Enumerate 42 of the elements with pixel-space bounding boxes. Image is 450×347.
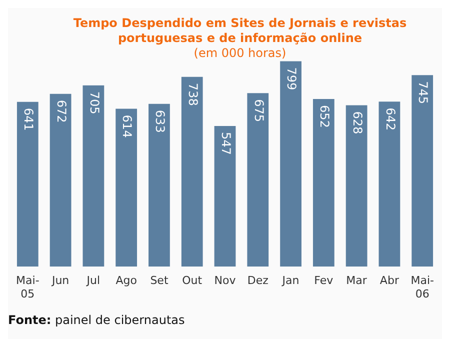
bar	[247, 93, 269, 267]
data-label: 799	[284, 67, 299, 90]
x-tick-label: Nov	[214, 274, 236, 288]
x-tick-label: Out	[182, 274, 203, 288]
x-tick-label: Mai-05	[16, 274, 40, 300]
data-label: 652	[318, 105, 332, 128]
chart-subtitle: (em 000 horas)	[192, 46, 288, 61]
x-tick-label: Jan	[281, 274, 300, 288]
bar	[181, 76, 203, 267]
x-tick-label: Fev	[314, 274, 334, 288]
source-note: Fonte: painel de cibernautas	[8, 312, 186, 327]
x-tick-label: Mai-06	[410, 274, 434, 300]
bar	[116, 108, 138, 267]
bar	[16, 102, 38, 267]
data-label: 642	[383, 108, 398, 131]
data-label: 738	[186, 82, 200, 106]
bar	[214, 126, 236, 267]
x-tick-label: Abr	[380, 274, 400, 288]
data-label: 633	[153, 110, 168, 133]
bar	[50, 94, 72, 267]
data-label: 628	[350, 111, 364, 134]
bar	[82, 85, 104, 267]
bar	[280, 61, 302, 267]
data-label: 705	[87, 91, 102, 114]
data-label: 675	[252, 99, 266, 122]
bar	[312, 99, 334, 267]
data-label: 547	[218, 132, 233, 155]
data-label: 672	[54, 100, 68, 123]
data-label: 614	[120, 114, 134, 138]
x-tick-label: Jun	[50, 274, 70, 288]
data-label: 641	[22, 108, 36, 131]
data-label: 745	[416, 81, 430, 104]
x-tick-label: Dez	[247, 274, 269, 288]
x-tick-label: Set	[150, 274, 169, 288]
chart-title: Tempo Despendido em Sites de Jornais e revistas portuguesas e de informação online	[72, 16, 408, 46]
x-tick-label: Ago	[116, 274, 138, 288]
x-tick-label: Jul	[86, 274, 100, 288]
bar	[346, 105, 368, 267]
bar	[412, 75, 434, 267]
x-tick-label: Mar	[346, 274, 368, 288]
bar	[148, 104, 170, 267]
bar	[378, 102, 400, 267]
